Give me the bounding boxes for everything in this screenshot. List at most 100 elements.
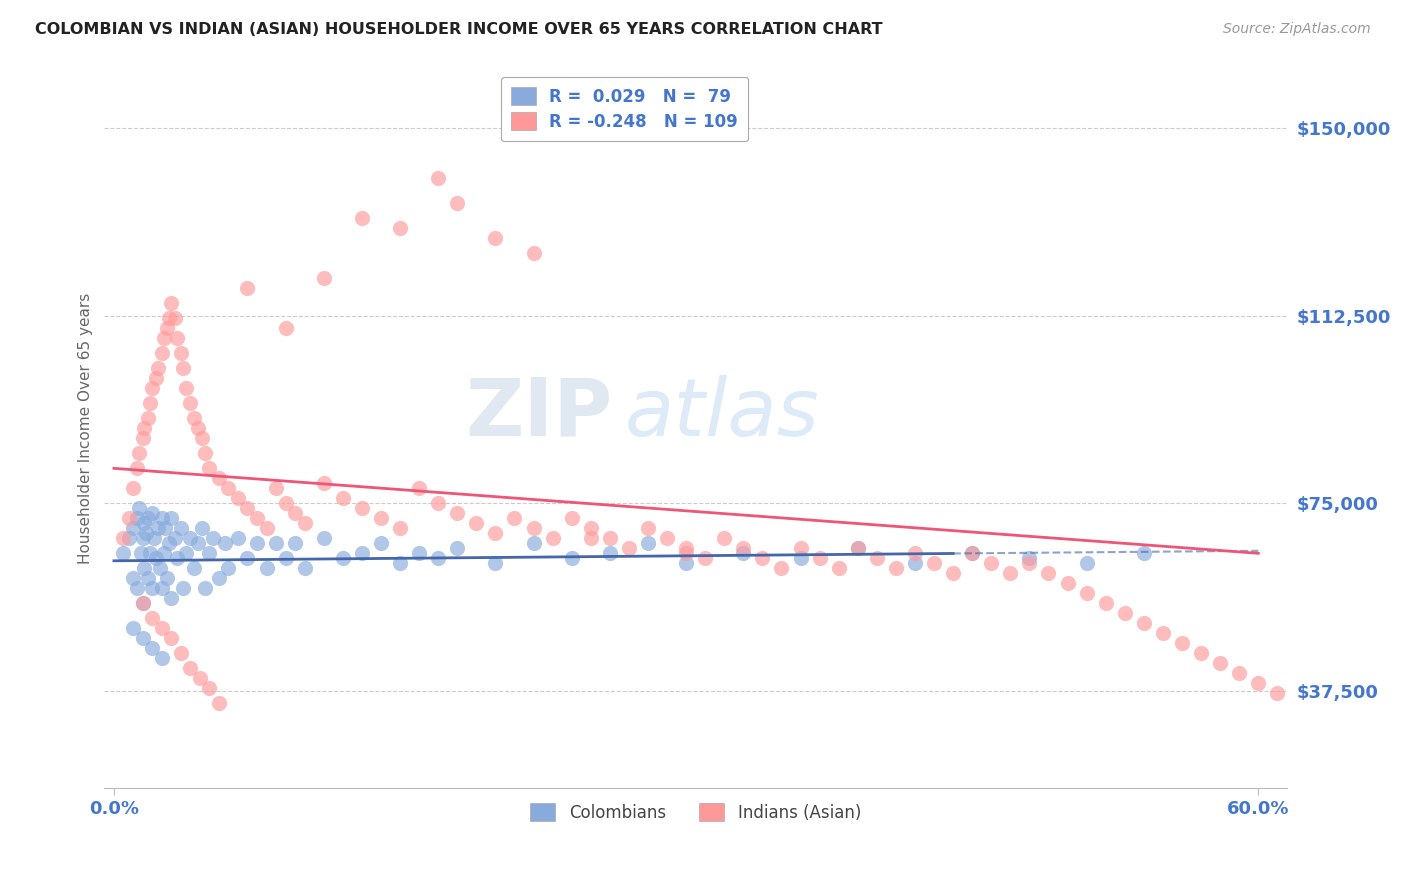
Point [118, 531, 141, 545]
Point [846, 541, 869, 556]
Point [264, 481, 287, 495]
Point [446, 196, 468, 211]
Point [166, 551, 188, 566]
Point [128, 446, 150, 460]
Point [370, 536, 392, 550]
Point [160, 511, 183, 525]
Point [156, 571, 179, 585]
Point [139, 396, 162, 410]
Point [389, 221, 412, 235]
Point [427, 496, 450, 510]
Point [170, 646, 193, 660]
Point [170, 346, 193, 360]
Point [922, 556, 945, 570]
Point [675, 556, 697, 570]
Point [176, 381, 198, 395]
Point [828, 561, 851, 575]
Point [141, 641, 163, 656]
Point [942, 566, 965, 581]
Point [226, 491, 249, 506]
Point [846, 541, 869, 556]
Point [1094, 596, 1116, 610]
Point [579, 531, 602, 545]
Point [350, 501, 373, 516]
Point [125, 461, 148, 475]
Point [274, 321, 297, 335]
Point [145, 551, 167, 566]
Point [131, 431, 153, 445]
Point [294, 516, 316, 531]
Point [350, 546, 373, 560]
Point [125, 511, 148, 525]
Point [125, 582, 148, 596]
Point [131, 531, 153, 545]
Point [208, 571, 231, 585]
Point [179, 661, 201, 675]
Point [194, 582, 217, 596]
Point [312, 531, 335, 545]
Point [332, 551, 354, 566]
Point [198, 461, 221, 475]
Point [389, 556, 412, 570]
Point [128, 501, 150, 516]
Point [1056, 576, 1078, 591]
Point [1133, 616, 1156, 631]
Point [157, 536, 180, 550]
Point [163, 531, 186, 545]
Text: atlas: atlas [624, 375, 820, 453]
Point [256, 561, 278, 575]
Point [1171, 636, 1194, 650]
Point [312, 476, 335, 491]
Point [112, 531, 135, 545]
Point [145, 371, 167, 385]
Point [135, 526, 157, 541]
Point [637, 536, 659, 550]
Point [522, 246, 544, 260]
Point [370, 511, 392, 525]
Point [960, 546, 983, 560]
Point [131, 596, 153, 610]
Point [194, 446, 217, 460]
Point [236, 281, 259, 295]
Point [675, 546, 697, 560]
Point [214, 536, 236, 550]
Point [427, 171, 450, 186]
Point [1018, 556, 1040, 570]
Point [599, 546, 621, 560]
Point [152, 331, 174, 345]
Point [637, 521, 659, 535]
Text: COLOMBIAN VS INDIAN (ASIAN) HOUSEHOLDER INCOME OVER 65 YEARS CORRELATION CHART: COLOMBIAN VS INDIAN (ASIAN) HOUSEHOLDER … [35, 22, 883, 37]
Point [179, 396, 201, 410]
Point [522, 536, 544, 550]
Point [1267, 686, 1289, 700]
Point [202, 531, 225, 545]
Point [770, 561, 793, 575]
Point [141, 611, 163, 625]
Point [187, 421, 209, 435]
Point [808, 551, 831, 566]
Point [617, 541, 640, 556]
Point [190, 431, 212, 445]
Point [294, 561, 316, 575]
Point [1152, 626, 1174, 640]
Point [146, 361, 169, 376]
Point [172, 361, 194, 376]
Point [190, 521, 212, 535]
Point [427, 551, 450, 566]
Point [713, 531, 735, 545]
Point [217, 481, 239, 495]
Point [465, 516, 488, 531]
Point [118, 511, 141, 525]
Point [541, 531, 564, 545]
Point [733, 546, 755, 560]
Point [884, 561, 907, 575]
Point [655, 531, 678, 545]
Point [122, 571, 145, 585]
Point [1209, 657, 1232, 671]
Point [904, 556, 927, 570]
Point [136, 511, 159, 525]
Point [149, 561, 172, 575]
Point [246, 511, 269, 525]
Point [122, 621, 145, 635]
Point [980, 556, 1002, 570]
